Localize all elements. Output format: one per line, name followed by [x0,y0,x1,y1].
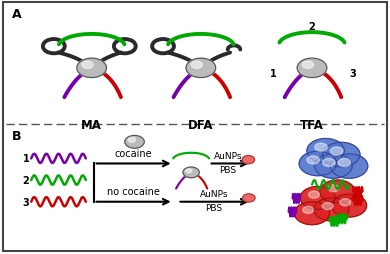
Circle shape [297,59,327,78]
Text: AuNPs: AuNPs [214,151,243,160]
Text: 2: 2 [23,175,29,185]
Text: A: A [12,8,21,21]
Text: 1: 1 [23,154,29,164]
Text: cocaine: cocaine [115,149,152,159]
Circle shape [299,152,337,176]
Text: 3: 3 [349,69,356,79]
Circle shape [330,147,343,155]
Circle shape [314,198,349,221]
FancyBboxPatch shape [3,3,387,251]
Text: AuNPs: AuNPs [199,189,228,198]
Circle shape [77,59,106,78]
Circle shape [183,167,199,178]
Circle shape [302,62,314,69]
Circle shape [307,139,344,163]
Circle shape [323,143,360,167]
Text: B: B [12,130,21,142]
Circle shape [191,62,202,69]
Circle shape [307,156,319,164]
Circle shape [243,194,255,202]
Text: no cocaine: no cocaine [107,186,160,196]
Circle shape [315,144,327,152]
Text: 3: 3 [23,197,29,207]
Text: 2: 2 [308,22,316,32]
Circle shape [322,203,333,210]
Circle shape [328,185,339,192]
Circle shape [186,59,216,78]
Circle shape [320,180,355,203]
Circle shape [125,136,144,149]
Circle shape [242,156,255,164]
Circle shape [186,169,192,173]
Circle shape [340,199,351,206]
Circle shape [128,138,136,143]
Text: PBS: PBS [220,165,237,174]
Circle shape [338,159,351,167]
Circle shape [332,194,367,217]
Circle shape [294,202,330,225]
Text: PBS: PBS [205,203,222,212]
Circle shape [308,191,319,198]
Text: TFA: TFA [300,118,324,131]
Text: MA: MA [81,118,102,131]
Circle shape [303,207,314,214]
Circle shape [330,154,368,179]
Circle shape [315,154,352,179]
Circle shape [300,187,335,210]
Circle shape [82,62,93,69]
Text: 1: 1 [270,69,277,79]
Circle shape [323,159,335,167]
Text: DFA: DFA [188,118,214,131]
